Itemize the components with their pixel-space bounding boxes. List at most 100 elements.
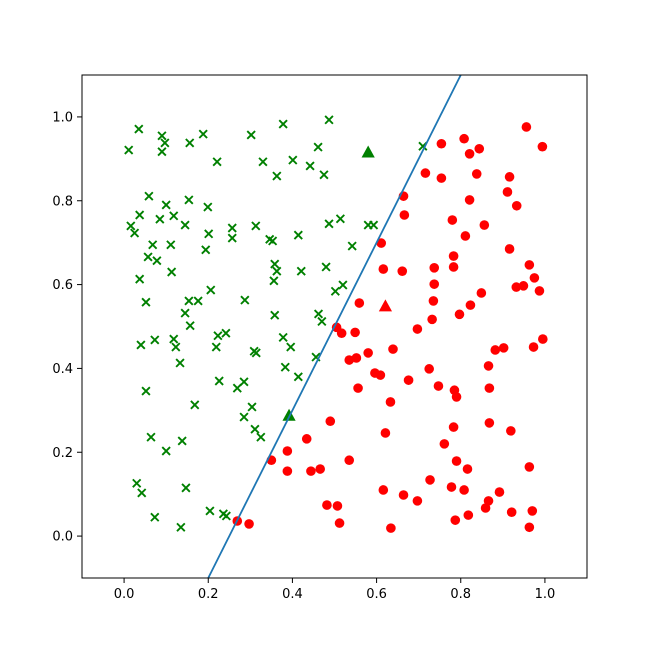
scatter-point-dot: [378, 485, 389, 495]
scatter-point-x: [169, 334, 179, 344]
scatter-point-dot: [350, 327, 360, 338]
scatter-point-dot: [398, 490, 409, 500]
scatter-point-x: [232, 383, 242, 393]
scatter-point-x: [171, 342, 181, 352]
scatter-point-dot: [424, 364, 434, 374]
scatter-point-dot: [354, 298, 365, 308]
scatter-point-x: [330, 286, 340, 296]
scatter-point-dot: [433, 381, 444, 391]
scatter-point-x: [166, 240, 176, 250]
scatter-point-dot: [454, 309, 465, 320]
scatter-point-dot: [325, 416, 336, 427]
x-axis-tick-label: 0.0: [114, 587, 135, 602]
scatter-point-x: [141, 386, 151, 396]
scatter-point-dot: [448, 251, 459, 261]
x-axis-tick-label: 0.2: [198, 587, 219, 602]
series-layer: [124, 115, 548, 533]
scatter-point-x: [278, 332, 288, 342]
scatter-point-x: [157, 147, 167, 157]
scatter-point-x: [190, 400, 200, 410]
scatter-point-dot: [427, 314, 437, 325]
scatter-point-x: [221, 328, 231, 338]
scatter-point-x: [293, 372, 303, 382]
scatter-point-x: [270, 259, 280, 269]
scatter-point-dot: [460, 231, 471, 241]
scatter-point-dot: [282, 466, 293, 476]
scatter-point-x: [321, 262, 331, 272]
scatter-point-x: [184, 296, 194, 306]
scatter-point-dot: [385, 397, 396, 407]
scatter-point-dot: [537, 141, 548, 152]
scatter-point-dot: [521, 122, 532, 132]
scatter-point-dot: [334, 518, 345, 528]
scatter-point-x: [161, 200, 171, 210]
scatter-point-x: [221, 511, 231, 521]
x-axis-tick-label: 0.6: [366, 587, 387, 602]
scatter-point-x: [130, 228, 140, 238]
scatter-point-x: [132, 478, 142, 488]
scatter-point-dot: [378, 264, 389, 274]
scatter-point-x: [185, 321, 195, 331]
scatter-point-dot: [528, 342, 539, 352]
decision-boundary: [207, 74, 462, 579]
scatter-point-x: [185, 138, 195, 148]
scatter-point-dot: [464, 195, 475, 205]
scatter-point-dot: [436, 173, 447, 183]
axes-spines: [81, 74, 588, 579]
scatter-point-x: [150, 335, 160, 345]
scatter-point-dot: [518, 281, 529, 291]
scatter-point-dot: [428, 296, 439, 306]
scatter-point-dot: [301, 434, 312, 444]
scatter-point-x: [256, 432, 266, 442]
x-axis-tick-label: 1.0: [535, 587, 556, 602]
scatter-point-x: [206, 285, 216, 295]
scatter-point-x: [180, 308, 190, 318]
scatter-point-x: [134, 124, 144, 134]
scatter-point-x: [184, 195, 194, 205]
scatter-point-x: [247, 402, 257, 412]
scatter-point-dot: [353, 383, 363, 393]
scatter-point-dot: [459, 485, 469, 495]
scatter-point-x: [181, 483, 191, 493]
scatter-point-dot: [459, 133, 469, 144]
scatter-point-x: [227, 233, 237, 243]
axes-layer: 0.0 0.2 0.4 0.6 0.8 1.0 0.0 0.2 0.4 0.6 0.8 1.0: [52, 74, 588, 602]
scatter-point-x: [143, 252, 153, 262]
scatter-point-dot: [504, 244, 515, 254]
scatter-point-x: [212, 157, 222, 167]
scatter-point-x: [313, 309, 324, 319]
scatter-point-x: [136, 340, 146, 350]
scatter-point-x: [124, 145, 134, 155]
scatter-point-dot: [282, 446, 293, 456]
scatter-point-dot: [420, 168, 431, 178]
scatter-point-x: [214, 376, 224, 386]
scatter-point-x: [169, 211, 179, 221]
scatter-point-dot: [439, 439, 450, 449]
scatter-point-dot: [244, 519, 254, 529]
scatter-point-x: [177, 436, 187, 446]
scatter-point-x: [213, 331, 223, 341]
scatter-point-dot: [363, 348, 373, 358]
scatter-point-dot: [498, 343, 509, 353]
scatter-point-x: [239, 412, 249, 422]
scatter-point-x: [296, 266, 306, 276]
x-axis-tick-label: 0.8: [450, 587, 471, 602]
scatter-point-x: [144, 191, 154, 201]
scatter-point-dot: [380, 428, 391, 438]
y-axis-tick-label: 0.4: [52, 362, 73, 377]
scatter-point-x: [258, 157, 268, 167]
y-axis-tick-label: 0.2: [52, 446, 73, 461]
y-axis-tick-label: 0.8: [52, 194, 73, 209]
scatter-point-x: [160, 138, 170, 148]
scatter-point-dot: [322, 500, 332, 510]
scatter-point-dot: [511, 200, 522, 211]
scatter-point-dot: [315, 464, 325, 474]
scatter-point-x: [272, 266, 282, 276]
scatter-point-x: [193, 296, 203, 306]
scatter-point-dot: [451, 392, 462, 402]
scatter-point-x: [305, 161, 315, 171]
scatter-point-dot: [490, 345, 501, 355]
scatter-point-triangle: [282, 408, 296, 421]
scatter-point-x: [246, 130, 256, 140]
